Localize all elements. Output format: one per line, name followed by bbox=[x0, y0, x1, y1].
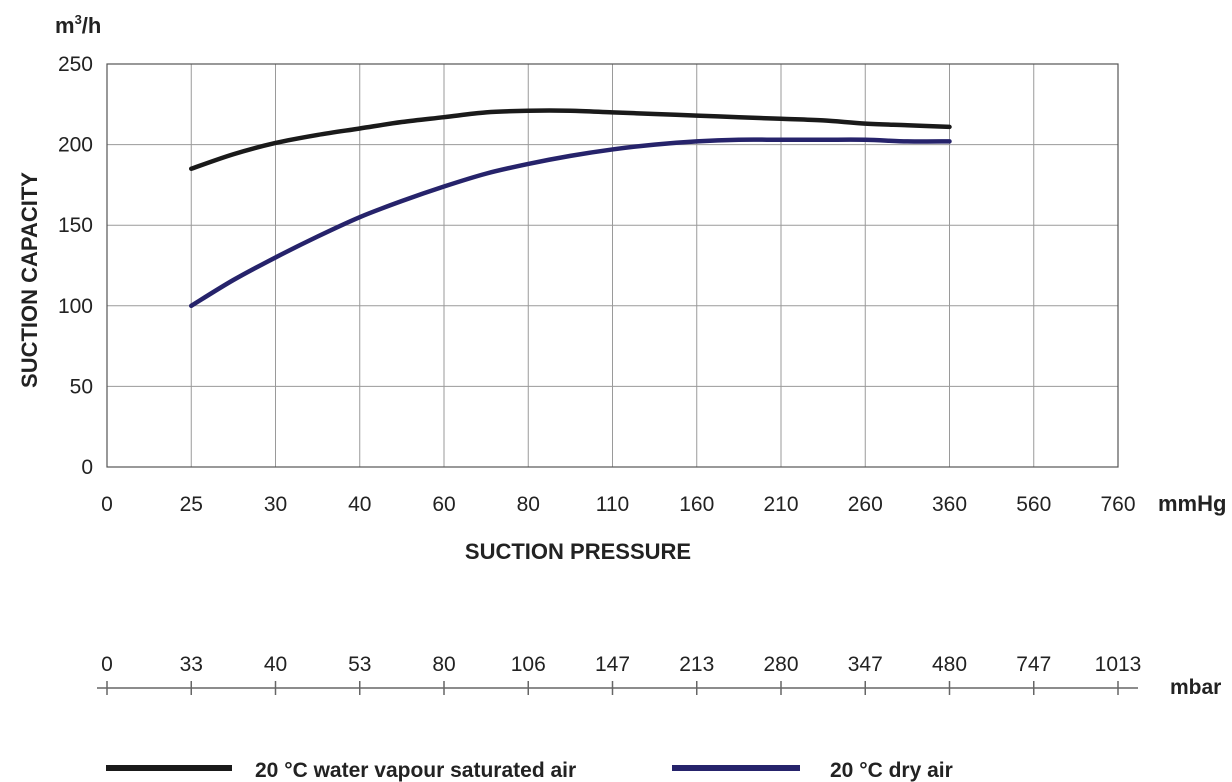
y-unit: m3/h bbox=[55, 12, 101, 38]
y-tick-label: 100 bbox=[58, 295, 93, 318]
y-tick-label: 0 bbox=[81, 456, 93, 479]
x-tick-label: 110 bbox=[596, 493, 629, 516]
series-line-dry-air bbox=[189, 137, 952, 309]
y-axis-title: SUCTION CAPACITY bbox=[17, 172, 42, 388]
mbar-tick-label: 0 bbox=[101, 653, 113, 676]
legend: 20 °C water vapour saturated air 20 °C d… bbox=[106, 759, 953, 782]
mbar-tick-label: 347 bbox=[848, 653, 883, 676]
mbar-tick-label: 40 bbox=[264, 653, 287, 676]
series-lines bbox=[189, 108, 952, 309]
x-tick-label: 560 bbox=[1016, 493, 1051, 516]
legend-label-dry-air: 20 °C dry air bbox=[830, 759, 953, 782]
x-tick-label: 30 bbox=[264, 493, 287, 516]
x-tick-label: 360 bbox=[932, 493, 967, 516]
y-tick-label: 200 bbox=[58, 134, 93, 157]
mbar-tick-label: 1013 bbox=[1095, 653, 1142, 676]
y-tick-label: 50 bbox=[70, 375, 93, 398]
mbar-tick-label: 747 bbox=[1016, 653, 1051, 676]
x-tick-label: 40 bbox=[348, 493, 371, 516]
x-tick-label: 80 bbox=[517, 493, 540, 516]
series-line-water-vapour bbox=[189, 108, 952, 172]
x-tick-label: 160 bbox=[679, 493, 714, 516]
mbar-tick-label: 53 bbox=[348, 653, 371, 676]
mbar-tick-label: 280 bbox=[763, 653, 798, 676]
grid bbox=[106, 63, 1119, 468]
plot-frame bbox=[106, 63, 1119, 468]
y-tick-label: 150 bbox=[58, 214, 93, 237]
legend-label-water-vapour: 20 °C water vapour saturated air bbox=[255, 759, 576, 782]
mbar-tick-label: 480 bbox=[932, 653, 967, 676]
mbar-tick-label: 106 bbox=[511, 653, 546, 676]
mbar-tick-label: 80 bbox=[432, 653, 455, 676]
mbar-axis-unit: mbar bbox=[1170, 676, 1221, 699]
mbar-tick-label: 33 bbox=[180, 653, 203, 676]
x-tick-label: 760 bbox=[1100, 493, 1135, 516]
x-tick-label: 0 bbox=[101, 493, 113, 516]
x-tick-label: 60 bbox=[432, 493, 455, 516]
x-tick-labels: 0 25 30 40 60 80 110 160 210 260 360 560 760 bbox=[101, 493, 1135, 516]
x-tick-label: 210 bbox=[763, 493, 798, 516]
x-tick-label: 25 bbox=[180, 493, 203, 516]
x-axis-unit: mmHg bbox=[1158, 491, 1226, 516]
x-tick-label: 260 bbox=[848, 493, 883, 516]
x-axis-title: SUCTION PRESSURE bbox=[465, 539, 691, 564]
y-tick-labels: 0 50 100 150 200 250 bbox=[58, 53, 93, 479]
mbar-axis: 0 33 40 53 80 106 147 213 280 347 480 747 1013 bbox=[97, 653, 1141, 695]
y-tick-label: 250 bbox=[58, 53, 93, 76]
mbar-tick-label: 147 bbox=[595, 653, 630, 676]
mbar-tick-label: 213 bbox=[679, 653, 714, 676]
